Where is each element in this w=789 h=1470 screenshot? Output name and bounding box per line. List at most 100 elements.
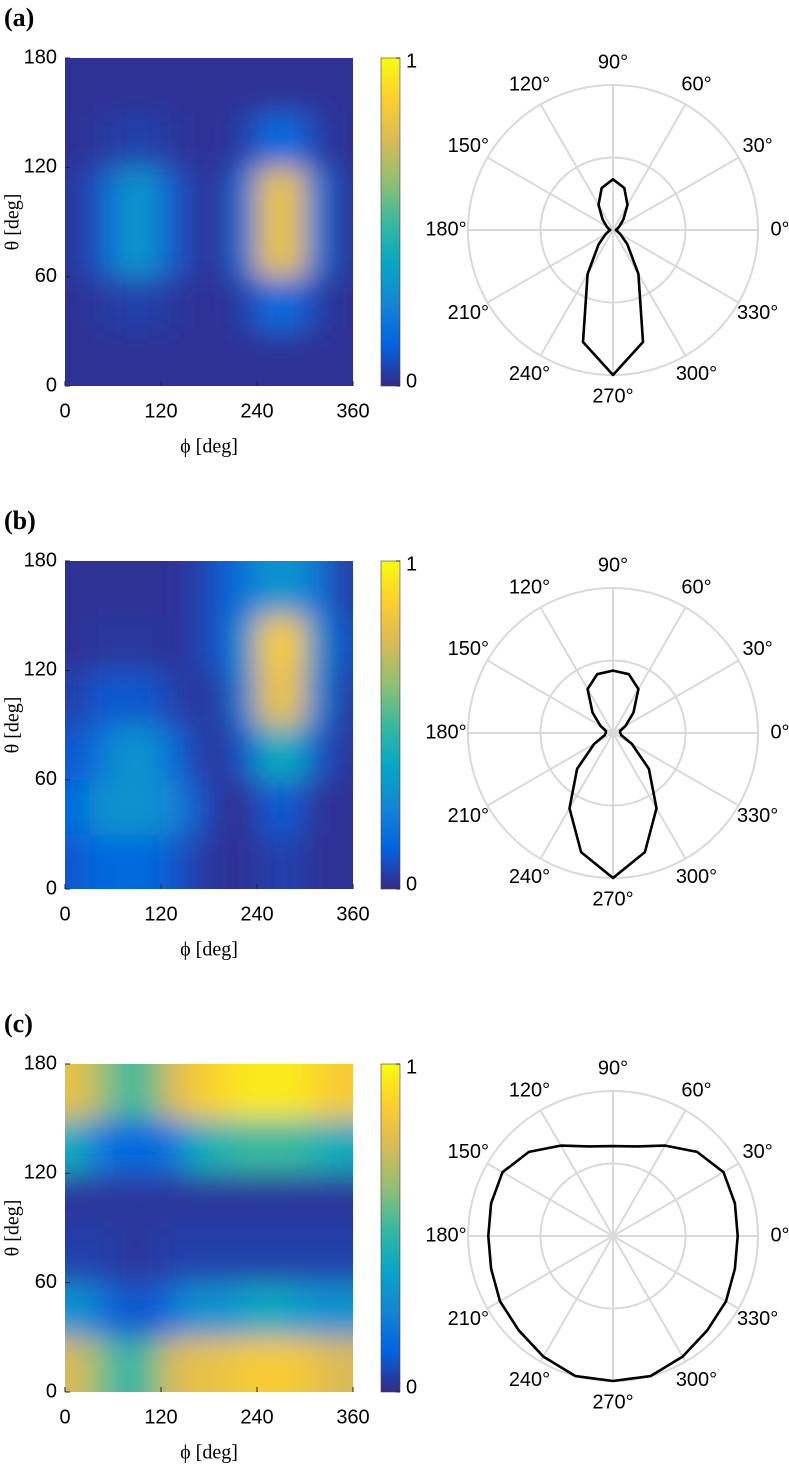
theta-tick-label: 270° (592, 888, 633, 910)
heatmap (65, 58, 353, 386)
heat-cell (185, 167, 210, 223)
heat-cell (329, 779, 353, 835)
theta-tick-label: 60° (681, 74, 711, 96)
theta-tick-label: 270° (592, 1391, 633, 1413)
polar-spoke (612, 229, 687, 357)
heat-cell (329, 725, 353, 781)
y-tick-label: 0 (46, 877, 57, 899)
heat-cell (329, 670, 353, 726)
heat-cell (257, 834, 282, 889)
heat-cell (65, 1173, 90, 1229)
heat-cell (305, 1228, 330, 1284)
heat-cell (161, 1118, 186, 1174)
heat-cell (113, 725, 138, 781)
heat-cell (65, 561, 90, 617)
x-axis-label: ϕ [deg] (180, 1442, 238, 1464)
polar-spoke (612, 1235, 740, 1310)
theta-tick-label: 240° (509, 363, 550, 385)
y-tick-label: 120 (24, 156, 57, 178)
heat-cell (209, 1228, 234, 1284)
polar-curve (581, 178, 645, 377)
y-tick-label: 120 (24, 659, 57, 681)
heat-cell (65, 1337, 90, 1392)
heat-cell (281, 1282, 306, 1338)
x-tick-label: 0 (59, 400, 70, 422)
heat-cell (137, 615, 162, 671)
y-tick-label: 180 (24, 1052, 57, 1074)
y-axis-label: θ [deg] (2, 1200, 24, 1257)
heat-cell (305, 331, 330, 386)
theta-tick-label: 240° (509, 1369, 550, 1391)
polar-spoke (486, 659, 614, 734)
polar-curve (568, 669, 658, 880)
polar-spoke (612, 103, 687, 231)
heat-cell (257, 58, 282, 114)
theta-tick-label: 120° (509, 577, 550, 599)
panel-label: (b) (4, 506, 36, 535)
heat-cell (281, 1118, 306, 1174)
polar-spoke (612, 1235, 687, 1363)
heat-cell (329, 167, 353, 223)
x-axis-label: ϕ [deg] (180, 436, 238, 458)
heat-cell (89, 1173, 114, 1229)
theta-tick-label: 30° (743, 1141, 773, 1163)
heat-cell (161, 331, 186, 386)
heat-cell (257, 1337, 282, 1392)
heatmap-cells (65, 561, 353, 889)
heat-cell (209, 779, 234, 835)
heat-cell (113, 58, 138, 114)
heat-cell (185, 112, 210, 168)
heat-cell (65, 670, 90, 726)
heat-cell (281, 561, 306, 617)
heat-cell (161, 1173, 186, 1229)
x-tick-label: 0 (59, 1406, 70, 1428)
heat-cell (209, 1282, 234, 1338)
polar-spoke (539, 103, 614, 231)
heat-cell (65, 1228, 90, 1284)
heat-cell (113, 670, 138, 726)
heat-cell (209, 222, 234, 278)
polar-spoke (612, 1109, 687, 1237)
theta-tick-label: 330° (737, 1308, 778, 1330)
heat-cell (209, 276, 234, 332)
polar-spoke (486, 1162, 614, 1237)
colorbar-tick-label: 0 (406, 370, 417, 392)
heat-cell (65, 167, 90, 223)
y-tick-label: 120 (24, 1162, 57, 1184)
heat-cell (281, 331, 306, 386)
heat-cell (113, 276, 138, 332)
heatmap (65, 1064, 353, 1392)
polar-spoke (539, 732, 614, 860)
heat-cell (65, 112, 90, 168)
heat-cell (281, 615, 306, 671)
heat-cell (137, 331, 162, 386)
heat-cell (137, 834, 162, 889)
heat-cell (257, 331, 282, 386)
heat-cell (65, 276, 90, 332)
heat-cell (233, 615, 258, 671)
heat-cell (305, 112, 330, 168)
heat-cell (209, 725, 234, 781)
heat-cell (113, 615, 138, 671)
colorbar-tick-label: 0 (406, 1376, 417, 1398)
heat-cell (89, 779, 114, 835)
heat-cell (185, 725, 210, 781)
heat-cell (185, 58, 210, 114)
heat-cell (281, 222, 306, 278)
heat-cell (161, 112, 186, 168)
heatmap (65, 561, 353, 889)
polar-spoke (612, 1162, 740, 1237)
y-tick-label: 0 (46, 1380, 57, 1402)
theta-tick-label: 30° (743, 135, 773, 157)
heat-cell (329, 1337, 353, 1392)
heat-cell (257, 1173, 282, 1229)
heat-cell (233, 112, 258, 168)
x-tick-label: 360 (336, 1406, 369, 1428)
heat-cell (185, 1282, 210, 1338)
heat-cell (209, 834, 234, 889)
polar-spoke (612, 732, 687, 860)
heat-cell (305, 834, 330, 889)
heat-cell (185, 1064, 210, 1120)
y-axis-label: θ [deg] (2, 697, 24, 754)
heat-cell (89, 725, 114, 781)
